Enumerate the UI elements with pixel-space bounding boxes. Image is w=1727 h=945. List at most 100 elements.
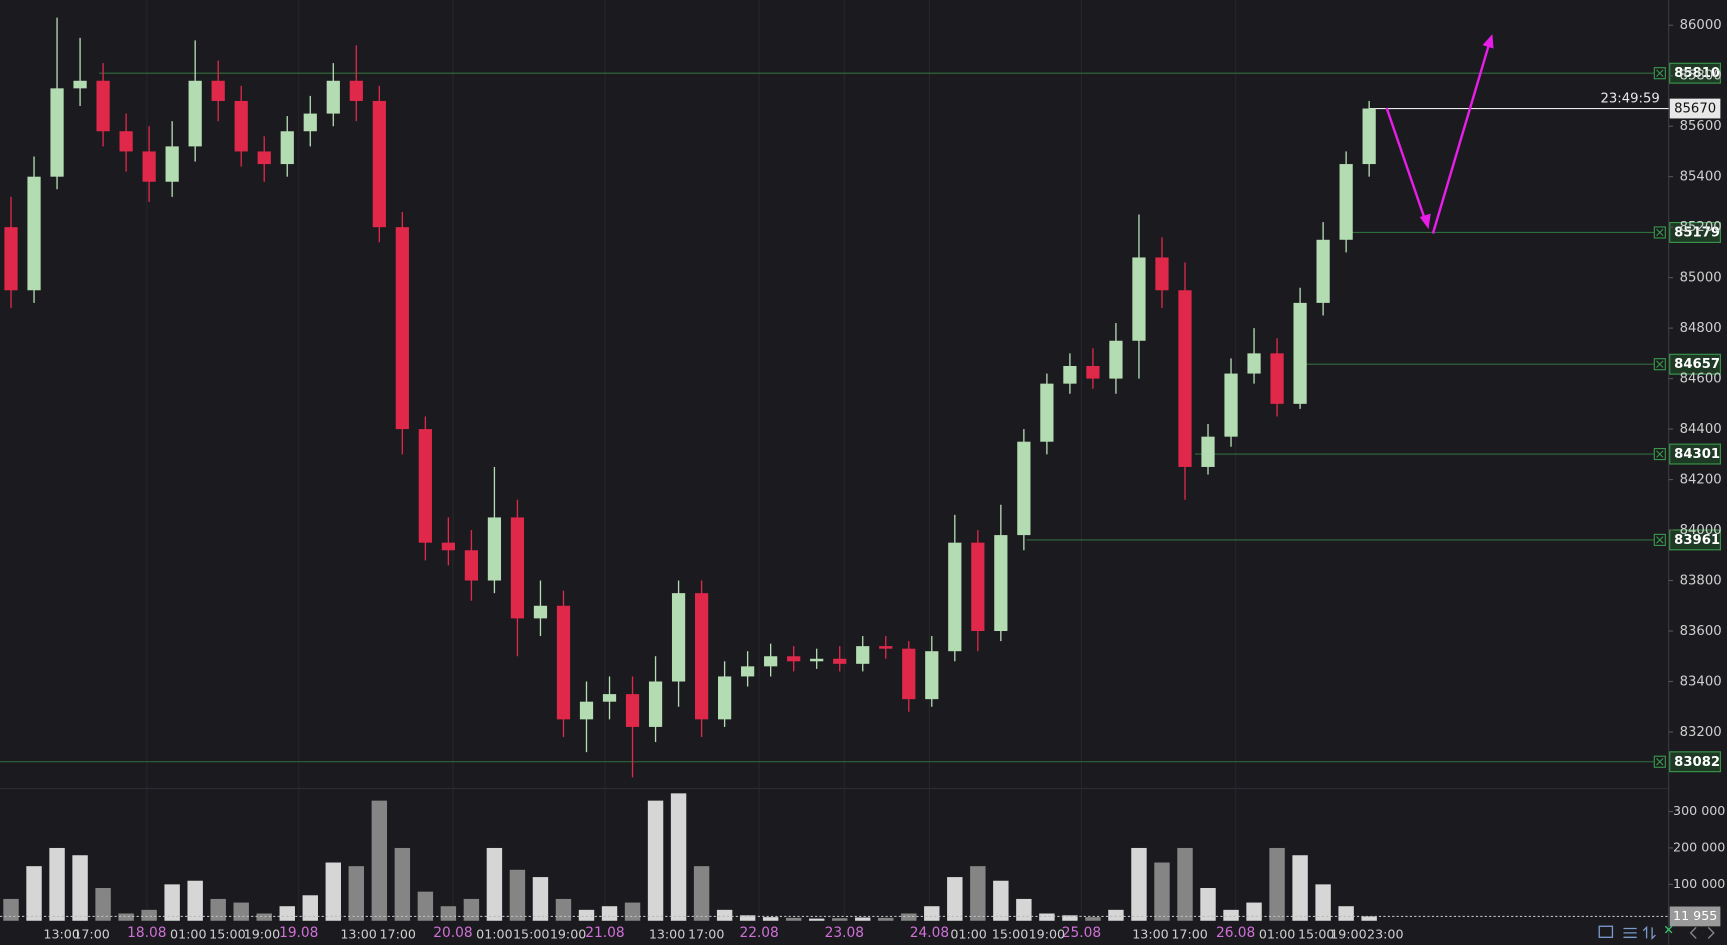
volume-bar xyxy=(141,909,157,921)
candle-body xyxy=(73,80,87,89)
y-tick-label: 84400 xyxy=(1680,422,1722,437)
volume-bar xyxy=(1361,916,1377,921)
day-label: 19.08 xyxy=(279,925,318,941)
level-close-box[interactable] xyxy=(1653,358,1666,371)
volume-bar xyxy=(463,898,480,921)
candle-body xyxy=(1247,353,1261,374)
candle-body xyxy=(464,550,479,581)
candle-body xyxy=(303,113,317,132)
volume-bar xyxy=(509,869,526,921)
y-tick-label: 86000 xyxy=(1680,18,1722,33)
x-tick-label: 01:00 xyxy=(950,927,986,942)
volume-bar xyxy=(72,855,88,921)
volume-bar xyxy=(1223,909,1239,921)
x-tick-label: 15:00 xyxy=(992,927,1028,942)
x-tick-label: 15:00 xyxy=(1298,927,1334,942)
volume-bar xyxy=(670,793,687,921)
candle-body xyxy=(441,542,455,551)
level-label: 83961 xyxy=(1674,533,1720,548)
volume-bar xyxy=(371,800,388,921)
candle-body xyxy=(764,656,778,667)
volume-bar xyxy=(26,866,42,921)
candle-body xyxy=(1316,239,1330,303)
level-close-x xyxy=(1656,360,1664,368)
candle-body xyxy=(1132,257,1146,341)
candle-body xyxy=(50,88,64,177)
candle-body xyxy=(395,227,409,430)
y-tick-label: 85400 xyxy=(1680,170,1722,185)
candle-body xyxy=(694,593,709,720)
candle-body xyxy=(280,131,294,165)
volume-bar xyxy=(302,895,318,921)
candle-body xyxy=(879,646,893,649)
volume-bar xyxy=(578,909,595,921)
level-close-box[interactable] xyxy=(1653,533,1666,546)
countdown: 23:49:59 xyxy=(1600,92,1659,107)
volume-bar xyxy=(785,917,802,921)
candle-body xyxy=(856,646,870,664)
volume-tick-label: 300 000 xyxy=(1673,803,1725,818)
x-tick-label: 01:00 xyxy=(476,927,512,942)
candle-body xyxy=(349,80,363,101)
candle-body xyxy=(188,80,202,147)
volume-bar xyxy=(901,913,917,921)
level-close-box[interactable] xyxy=(1653,226,1666,239)
toolbar-icons[interactable] xyxy=(1598,925,1715,940)
x-tick-label: 01:00 xyxy=(170,927,206,942)
level-label-bg xyxy=(1669,443,1721,465)
day-label: 26.08 xyxy=(1216,925,1255,941)
candle-body xyxy=(971,542,985,632)
candle-body xyxy=(533,605,548,619)
candles xyxy=(4,17,1376,778)
candle-body xyxy=(27,176,41,291)
candle-body xyxy=(810,658,824,662)
candle-body xyxy=(4,227,18,291)
day-label: 18.08 xyxy=(127,925,166,941)
candle-body xyxy=(142,151,156,182)
x-tick-label: 17:00 xyxy=(73,927,109,942)
candle-body xyxy=(234,100,248,152)
volume-bar xyxy=(855,917,871,921)
level-label: 85179 xyxy=(1674,225,1720,240)
level-close-box[interactable] xyxy=(1653,755,1666,768)
current-volume-bg xyxy=(1669,906,1721,927)
volume-bar xyxy=(394,847,411,921)
volume-bar xyxy=(1131,847,1147,921)
axes: 18.08 19.08 20.08 21.08 22.08 23.08 24.08 25.08… xyxy=(43,18,1725,941)
candle-body xyxy=(625,694,640,727)
y-tick-label: 83200 xyxy=(1680,725,1722,740)
candle-body xyxy=(372,100,386,228)
last-price-bg xyxy=(1669,98,1721,119)
x-tick-label: 13:00 xyxy=(43,927,79,942)
volume-bar xyxy=(532,877,549,921)
day-label: 22.08 xyxy=(739,925,778,941)
level-close-box[interactable] xyxy=(1653,67,1666,80)
volume-bar xyxy=(440,906,457,921)
level-close-box[interactable] xyxy=(1653,448,1666,461)
y-tick-label: 85600 xyxy=(1680,119,1722,134)
volume-bar xyxy=(555,898,572,921)
volume-bar xyxy=(49,847,65,921)
level-label-bg xyxy=(1669,751,1721,773)
volume-bar xyxy=(187,880,203,921)
candle-body xyxy=(211,80,225,101)
candle-body xyxy=(1086,365,1100,379)
volume-bar xyxy=(878,917,894,921)
level-close-x xyxy=(1656,758,1664,766)
candle-body xyxy=(257,151,271,165)
volume-bar xyxy=(1039,913,1055,921)
candle-body xyxy=(1040,383,1054,442)
candle-body xyxy=(1224,373,1238,437)
level-label-bg xyxy=(1669,222,1721,243)
volume-bar xyxy=(417,891,434,921)
day-label: 23.08 xyxy=(825,925,864,941)
volume-bar xyxy=(762,917,779,921)
candle-body xyxy=(487,517,502,581)
day-label: 25.08 xyxy=(1062,925,1101,941)
x-tick-label: 19:00 xyxy=(1330,927,1366,942)
candle-body xyxy=(1017,441,1031,536)
day-label: 20.08 xyxy=(433,925,472,941)
volume-bar xyxy=(279,906,295,921)
level-label-bg xyxy=(1669,62,1721,84)
candle-body xyxy=(1178,290,1192,467)
